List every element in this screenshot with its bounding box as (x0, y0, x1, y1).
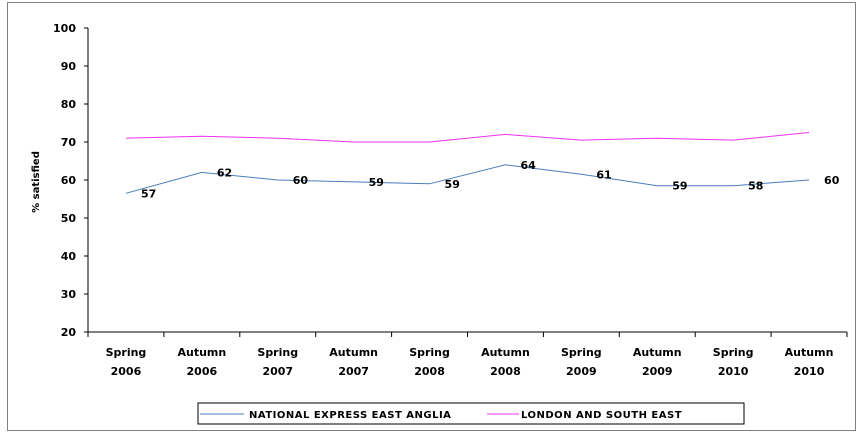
data-label: 60 (824, 174, 840, 187)
data-label: 58 (748, 180, 763, 193)
data-label: 59 (445, 178, 460, 191)
x-tick-label: Spring (409, 346, 450, 359)
y-tick-label: 90 (61, 60, 77, 73)
data-label: 57 (141, 187, 156, 200)
y-tick-label: 80 (61, 98, 77, 111)
data-label: 60 (293, 174, 309, 187)
x-tick-label: 2009 (642, 365, 673, 378)
x-tick-label: Spring (713, 346, 754, 359)
y-axis-label: % satisfied (31, 151, 42, 213)
series-layer: 57 62 60 59 59 64 61 59 58 60 (125, 132, 840, 200)
y-tick-label: 70 (61, 136, 77, 149)
chart-frame (7, 2, 856, 431)
x-tick-label: 2010 (718, 365, 749, 378)
x-tick-label: Spring (257, 346, 298, 359)
data-label: 61 (596, 168, 611, 181)
x-tick-label: 2008 (490, 365, 521, 378)
series-line (125, 132, 810, 143)
x-tick-label: 2009 (566, 365, 597, 378)
x-tick-label: 2007 (338, 365, 369, 378)
legend-label: LONDON AND SOUTH EAST (521, 410, 682, 421)
y-tick-label: 50 (61, 212, 77, 225)
data-label: 62 (217, 166, 232, 179)
axes: 20 30 40 50 60 70 80 90 100 Spring 2006 Autumn 2006 S… (53, 22, 848, 378)
x-tick-label: 2010 (794, 365, 825, 378)
data-label: 64 (520, 159, 536, 172)
y-tick-label: 20 (61, 326, 77, 339)
y-tick-label: 60 (61, 174, 77, 187)
data-label: 59 (369, 176, 384, 189)
legend-label: NATIONAL EXPRESS EAST ANGLIA (249, 410, 451, 421)
x-tick-label: Spring (561, 346, 602, 359)
y-tick-label: 40 (61, 250, 77, 263)
x-tick-label: 2006 (111, 365, 142, 378)
x-tick-label: 2007 (262, 365, 293, 378)
y-tick-label: 100 (53, 22, 76, 35)
x-tick-label: 2006 (187, 365, 218, 378)
y-tick-label: 30 (61, 288, 77, 301)
data-label: 59 (672, 180, 687, 193)
x-tick-label: Autumn (785, 346, 834, 359)
x-tick-label: Autumn (481, 346, 530, 359)
legend-box (197, 402, 745, 425)
series-line (125, 164, 810, 194)
x-tick-label: 2008 (414, 365, 445, 378)
x-tick-label: Autumn (329, 346, 378, 359)
x-tick-label: Autumn (633, 346, 682, 359)
x-tick-label: Spring (106, 346, 147, 359)
x-tick-label: Autumn (177, 346, 226, 359)
legend: NATIONAL EXPRESS EAST ANGLIA LONDON AND S… (197, 402, 745, 425)
